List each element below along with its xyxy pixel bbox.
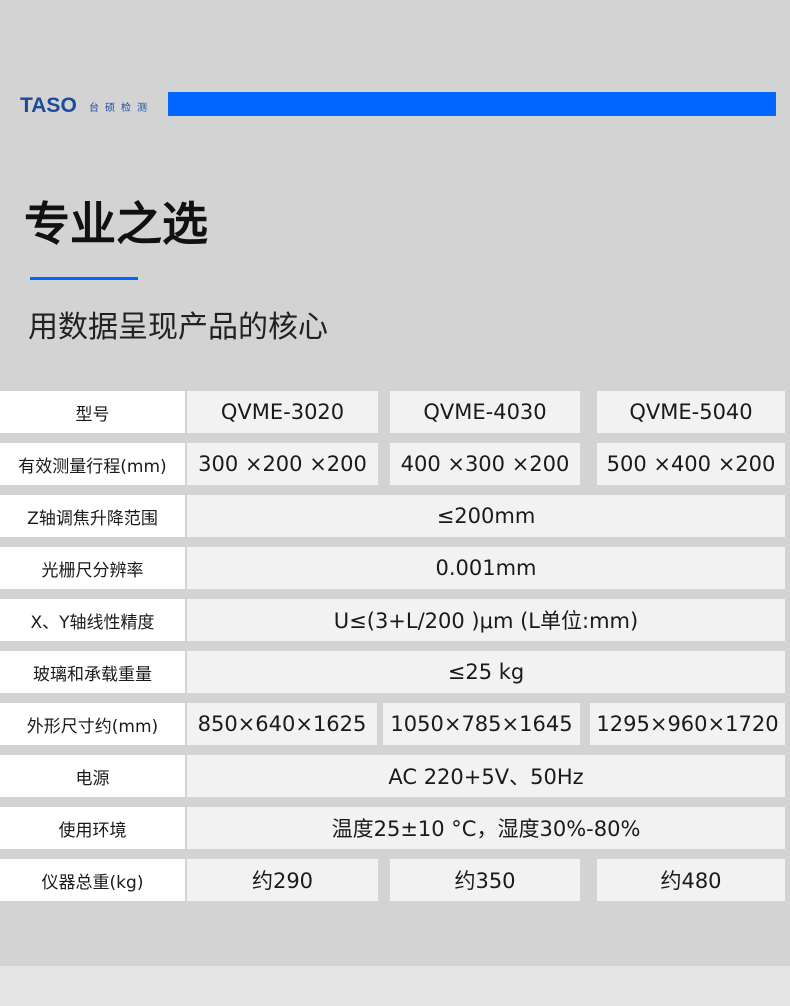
table-row: 有效测量行程(mm) 300 ×200 ×200 400 ×300 ×200 500 … [0, 443, 790, 485]
table-row: 外形尺寸约(mm) 850×640×1625 1050×785×1645 1295×9… [0, 703, 790, 745]
row-label: X、Y轴线性精度 [0, 599, 185, 641]
row-label: Z轴调焦升降范围 [0, 495, 185, 537]
value-cell: 500 ×400 ×200 [597, 443, 785, 485]
value-cell: QVME-4030 [390, 391, 580, 433]
value-cell: 约350 [390, 859, 580, 901]
value-cell: 1295×960×1720 [590, 703, 785, 745]
value-cell: AC 220+5V、50Hz [187, 755, 785, 797]
table-row: 玻璃和承载重量 ≤25 kg [0, 651, 790, 693]
row-label: 使用环境 [0, 807, 185, 849]
row-label: 型号 [0, 391, 185, 433]
value-cell: 0.001mm [187, 547, 785, 589]
page-subtitle: 用数据呈现产品的核心 [28, 310, 328, 345]
row-label: 电源 [0, 755, 185, 797]
row-label: 光栅尺分辨率 [0, 547, 185, 589]
row-label: 玻璃和承载重量 [0, 651, 185, 693]
row-label: 仪器总重(kg) [0, 859, 185, 901]
value-cell: ≤25 kg [187, 651, 785, 693]
value-cell: QVME-5040 [597, 391, 785, 433]
page-title: 专业之选 [24, 197, 208, 251]
value-cell: 1050×785×1645 [383, 703, 580, 745]
table-row: 光栅尺分辨率 0.001mm [0, 547, 790, 589]
table-row: 仪器总重(kg) 约290 约350 约480 [0, 859, 790, 901]
logo-subtitle: 台硕检测 [89, 103, 153, 114]
value-cell: 温度25±10 °C，湿度30%-80% [187, 807, 785, 849]
row-label: 外形尺寸约(mm) [0, 703, 185, 745]
value-cell: 400 ×300 ×200 [390, 443, 580, 485]
value-cell: QVME-3020 [187, 391, 378, 433]
header-bar [168, 92, 776, 116]
value-cell: U≤(3+L/200 )μm (L单位:mm) [187, 599, 785, 641]
value-cell: 约290 [187, 859, 378, 901]
value-cell: 约480 [597, 859, 785, 901]
footer-band [0, 966, 790, 1006]
table-row: 使用环境 温度25±10 °C，湿度30%-80% [0, 807, 790, 849]
value-cell: ≤200mm [187, 495, 785, 537]
table-row: X、Y轴线性精度 U≤(3+L/200 )μm (L单位:mm) [0, 599, 790, 641]
table-row: Z轴调焦升降范围 ≤200mm [0, 495, 790, 537]
divider [30, 277, 138, 280]
table-row: 型号 QVME-3020 QVME-4030 QVME-5040 [0, 391, 790, 433]
table-row: 电源 AC 220+5V、50Hz [0, 755, 790, 797]
logo: TASO [20, 94, 77, 117]
row-label: 有效测量行程(mm) [0, 443, 185, 485]
value-cell: 850×640×1625 [187, 703, 377, 745]
value-cell: 300 ×200 ×200 [187, 443, 378, 485]
